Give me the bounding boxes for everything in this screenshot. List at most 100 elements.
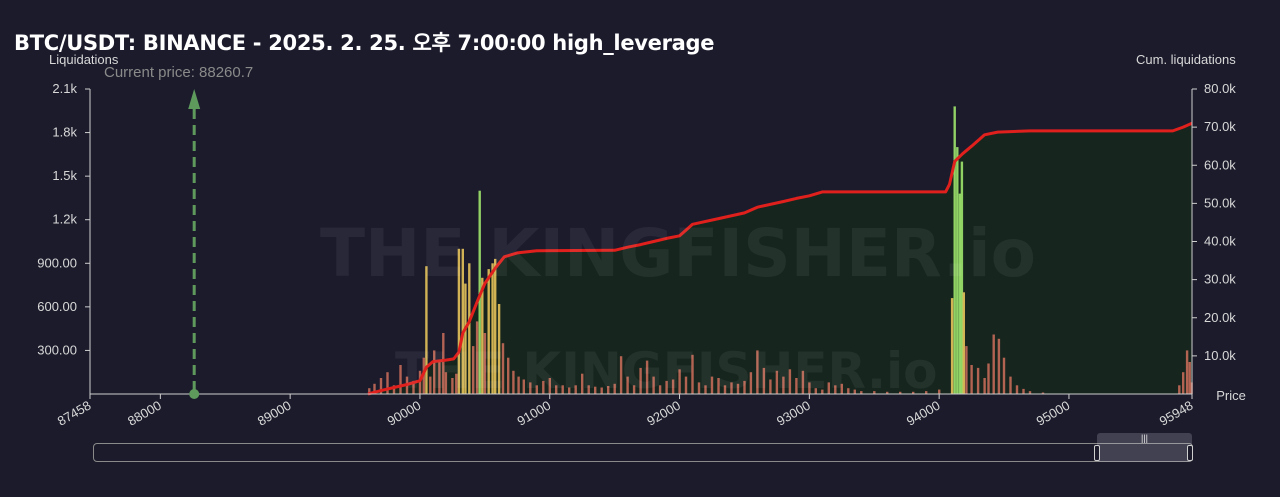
liquidation-bar — [487, 269, 490, 394]
liquidation-bar — [925, 391, 928, 394]
cumulative-line — [367, 121, 1193, 396]
liquidation-bar — [684, 376, 688, 394]
liquidation-bar — [425, 266, 428, 394]
liquidation-bar — [399, 365, 402, 394]
liquidation-bar — [472, 346, 475, 394]
liquidation-bar — [912, 391, 915, 394]
liquidation-bar — [379, 378, 383, 394]
cumulative-line-layer — [367, 121, 1193, 396]
liquidation-bar — [769, 379, 772, 394]
liquidation-bar — [847, 388, 850, 394]
liquidation-bar — [444, 372, 448, 394]
liquidation-bar — [1002, 357, 1006, 394]
liquidation-bar — [568, 387, 571, 394]
liquidation-bar — [762, 367, 766, 394]
liquidation-bar — [464, 283, 467, 394]
grip-icon[interactable]: ||| — [1141, 433, 1149, 443]
liquidation-bar — [795, 378, 798, 394]
cumulative-area-fill — [368, 123, 1192, 395]
liquidation-bar — [965, 346, 968, 394]
liquidation-bar — [717, 378, 720, 394]
x-ticks: 87458 88000 89000 90000 91000 92000 93000 94000… — [55, 394, 1196, 429]
x-tick-label: 91000 — [514, 398, 553, 429]
liquidation-bar — [438, 362, 441, 394]
liquidation-bar — [494, 258, 497, 394]
liquidation-bar — [938, 389, 941, 394]
liquidation-bar — [368, 388, 371, 394]
liquidation-bar — [860, 391, 863, 394]
x-tick-label: 95000 — [1034, 398, 1073, 429]
liquidation-bar — [501, 343, 505, 394]
x-tick-label: 95948 — [1157, 398, 1196, 429]
liquidation-bar — [873, 391, 876, 394]
y-left-tick-label: 1.2k — [52, 212, 77, 227]
x-tick-label: 93000 — [774, 398, 813, 429]
x-tick-label: 87458 — [55, 398, 94, 429]
liquidation-bar — [639, 367, 642, 394]
y-right-tick-label: 20.0k — [1204, 310, 1236, 325]
chart-title: BTC/USDT: BINANCE - 2025. 2. 25. 오후 7:00… — [14, 31, 715, 55]
liquidation-bar — [821, 389, 824, 394]
y-right-tick-label: 50.0k — [1204, 195, 1236, 210]
liquidation-bar — [507, 357, 510, 394]
liquidation-bar — [997, 338, 1001, 394]
y-left-axis-label: Liquidations — [49, 52, 119, 67]
x-tick-label: 92000 — [644, 398, 683, 429]
liquidation-bar — [950, 298, 954, 394]
arrow-up-icon — [188, 89, 201, 109]
liquidation-bar — [645, 360, 649, 394]
liquidation-bar — [983, 378, 986, 394]
liquidation-bar — [548, 378, 551, 394]
current-price-label: Current price: 88260.7 — [104, 64, 254, 81]
y-right-tick-label: 40.0k — [1204, 234, 1236, 249]
liquidation-bar — [587, 385, 590, 394]
liquidation-bar — [491, 263, 494, 394]
range-navigator[interactable] — [93, 443, 1193, 462]
liquidation-bar — [1188, 362, 1191, 394]
liquidation-bar — [953, 106, 956, 395]
liquidation-bar — [373, 383, 376, 394]
navigator-left-handle[interactable] — [1094, 445, 1100, 461]
liquidation-bar — [1022, 388, 1025, 394]
liquidation-bar — [555, 385, 558, 394]
y-left-tick-label: 2.1k — [52, 81, 77, 96]
liquidation-bar — [814, 388, 817, 394]
liquidation-bar — [607, 386, 610, 394]
liquidation-bar — [782, 376, 785, 394]
liquidation-bar — [512, 370, 515, 394]
y-right-ticks: 10.0k 20.0k 30.0k 40.0k 50.0k 60.0k 70.0k 80.0k — [1192, 81, 1236, 363]
liquidation-bar — [619, 356, 623, 394]
navigator-right-handle[interactable] — [1187, 445, 1193, 461]
liquidation-bar — [1185, 350, 1189, 394]
liquidation-bar — [678, 369, 681, 394]
liquidation-bar — [626, 376, 629, 394]
liquidation-bar — [652, 376, 655, 394]
liquidation-bar — [517, 376, 520, 394]
liquidation-bar — [461, 248, 464, 394]
liquidation-bar — [442, 333, 445, 394]
liquidation-bar — [730, 382, 733, 394]
liquidation-bars — [368, 106, 1193, 395]
y-right-tick-label: 10.0k — [1204, 348, 1236, 363]
current-price-marker — [188, 89, 201, 399]
liquidation-bar — [1028, 391, 1032, 394]
liquidation-bar — [960, 161, 964, 394]
liquidation-bar — [788, 369, 792, 394]
liquidation-bar — [704, 385, 707, 394]
y-left-ticks: 300.00 600.00 900.00 1.2k 1.5k 1.8k 2.1k — [37, 81, 90, 357]
liquidation-bar — [561, 385, 564, 394]
y-left-tick-label: 600.00 — [37, 299, 77, 314]
liquidation-bar — [1041, 392, 1045, 394]
liquidation-bar — [574, 385, 577, 394]
liquidation-bar — [691, 354, 694, 394]
y-right-tick-label: 30.0k — [1204, 272, 1236, 287]
liquidation-bar — [535, 385, 538, 394]
navigator-window[interactable]: ||| — [1097, 433, 1192, 462]
liquidation-bar — [529, 382, 532, 394]
liquidation-bar — [899, 391, 902, 394]
x-tick-label: 89000 — [255, 398, 294, 429]
liquidation-bar — [483, 333, 487, 394]
liquidation-bar — [386, 372, 389, 394]
liquidation-bar — [736, 383, 740, 394]
